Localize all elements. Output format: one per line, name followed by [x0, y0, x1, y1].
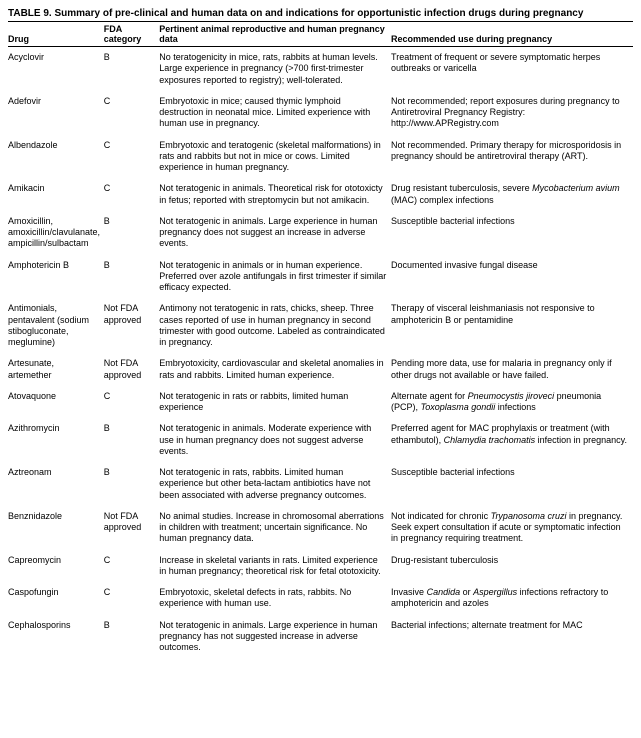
cell-data: Not teratogenic in animals. Large experi… [159, 211, 391, 255]
cell-rec: Drug resistant tuberculosis, severe Myco… [391, 178, 633, 211]
col-fda: FDA category [104, 22, 159, 47]
cell-drug: Caspofungin [8, 582, 104, 615]
cell-rec: Not indicated for chronic Trypanosoma cr… [391, 506, 633, 550]
cell-fda: C [104, 582, 159, 615]
table-row: Amphotericin BBNot teratogenic in animal… [8, 255, 633, 299]
cell-fda: C [104, 135, 159, 179]
header-row: Drug FDA category Pertinent animal repro… [8, 22, 633, 47]
table-row: AdefovirCEmbryotoxic in mice; caused thy… [8, 91, 633, 135]
cell-drug: Capreomycin [8, 550, 104, 583]
cell-rec: Invasive Candida or Aspergillus infectio… [391, 582, 633, 615]
table-row: Artesunate, artemetherNot FDA approvedEm… [8, 353, 633, 386]
cell-rec: Susceptible bacterial infections [391, 211, 633, 255]
cell-fda: B [104, 418, 159, 462]
cell-fda: B [104, 615, 159, 659]
cell-rec: Pending more data, use for malaria in pr… [391, 353, 633, 386]
cell-data: Increase in skeletal variants in rats. L… [159, 550, 391, 583]
cell-data: Not teratogenic in rats, rabbits. Limite… [159, 462, 391, 506]
cell-rec: Documented invasive fungal disease [391, 255, 633, 299]
cell-data: Embryotoxic in mice; caused thymic lymph… [159, 91, 391, 135]
cell-rec: Therapy of visceral leishmaniasis not re… [391, 298, 633, 353]
cell-fda: Not FDA approved [104, 353, 159, 386]
cell-fda: B [104, 255, 159, 299]
table-row: AlbendazoleCEmbryotoxic and teratogenic … [8, 135, 633, 179]
cell-data: Not teratogenic in animals. Theoretical … [159, 178, 391, 211]
drug-table: Drug FDA category Pertinent animal repro… [8, 21, 633, 658]
cell-drug: Albendazole [8, 135, 104, 179]
col-drug: Drug [8, 22, 104, 47]
cell-fda: C [104, 386, 159, 419]
table-row: AcyclovirBNo teratogenicity in mice, rat… [8, 47, 633, 91]
cell-data: Antimony not teratogenic in rats, chicks… [159, 298, 391, 353]
table-title: TABLE 9. Summary of pre-clinical and hum… [8, 8, 633, 19]
cell-data: Embryotoxicity, cardiovascular and skele… [159, 353, 391, 386]
cell-fda: Not FDA approved [104, 298, 159, 353]
cell-rec: Not recommended. Primary therapy for mic… [391, 135, 633, 179]
cell-drug: Artesunate, artemether [8, 353, 104, 386]
table-row: Amoxicillin, amoxicillin/clavulanate, am… [8, 211, 633, 255]
cell-rec: Drug-resistant tuberculosis [391, 550, 633, 583]
cell-fda: B [104, 47, 159, 91]
cell-fda: B [104, 211, 159, 255]
cell-data: Not teratogenic in animals. Large experi… [159, 615, 391, 659]
cell-data: Not teratogenic in animals. Moderate exp… [159, 418, 391, 462]
table-row: CephalosporinsBNot teratogenic in animal… [8, 615, 633, 659]
cell-data: Not teratogenic in animals or in human e… [159, 255, 391, 299]
cell-drug: Cephalosporins [8, 615, 104, 659]
cell-data: Embryotoxic, skeletal defects in rats, r… [159, 582, 391, 615]
cell-data: Not teratogenic in rats or rabbits, limi… [159, 386, 391, 419]
cell-drug: Antimonials, pentavalent (sodium stibogl… [8, 298, 104, 353]
cell-drug: Benznidazole [8, 506, 104, 550]
table-row: BenznidazoleNot FDA approvedNo animal st… [8, 506, 633, 550]
col-rec: Recommended use during pregnancy [391, 22, 633, 47]
cell-drug: Azithromycin [8, 418, 104, 462]
cell-fda: C [104, 550, 159, 583]
cell-drug: Acyclovir [8, 47, 104, 91]
cell-drug: Aztreonam [8, 462, 104, 506]
cell-drug: Atovaquone [8, 386, 104, 419]
table-row: AztreonamBNot teratogenic in rats, rabbi… [8, 462, 633, 506]
cell-data: No animal studies. Increase in chromosom… [159, 506, 391, 550]
cell-fda: C [104, 178, 159, 211]
cell-drug: Adefovir [8, 91, 104, 135]
cell-fda: Not FDA approved [104, 506, 159, 550]
cell-rec: Bacterial infections; alternate treatmen… [391, 615, 633, 659]
cell-drug: Amphotericin B [8, 255, 104, 299]
table-row: AzithromycinBNot teratogenic in animals.… [8, 418, 633, 462]
cell-drug: Amikacin [8, 178, 104, 211]
cell-fda: B [104, 462, 159, 506]
cell-rec: Susceptible bacterial infections [391, 462, 633, 506]
table-row: CapreomycinCIncrease in skeletal variant… [8, 550, 633, 583]
cell-data: Embryotoxic and teratogenic (skeletal ma… [159, 135, 391, 179]
cell-data: No teratogenicity in mice, rats, rabbits… [159, 47, 391, 91]
table-row: AtovaquoneCNot teratogenic in rats or ra… [8, 386, 633, 419]
table-row: AmikacinCNot teratogenic in animals. The… [8, 178, 633, 211]
cell-rec: Preferred agent for MAC prophylaxis or t… [391, 418, 633, 462]
cell-rec: Treatment of frequent or severe symptoma… [391, 47, 633, 91]
table-row: CaspofunginCEmbryotoxic, skeletal defect… [8, 582, 633, 615]
cell-fda: C [104, 91, 159, 135]
cell-rec: Not recommended; report exposures during… [391, 91, 633, 135]
cell-drug: Amoxicillin, amoxicillin/clavulanate, am… [8, 211, 104, 255]
col-data: Pertinent animal reproductive and human … [159, 22, 391, 47]
cell-rec: Alternate agent for Pneumocystis jirovec… [391, 386, 633, 419]
table-row: Antimonials, pentavalent (sodium stibogl… [8, 298, 633, 353]
